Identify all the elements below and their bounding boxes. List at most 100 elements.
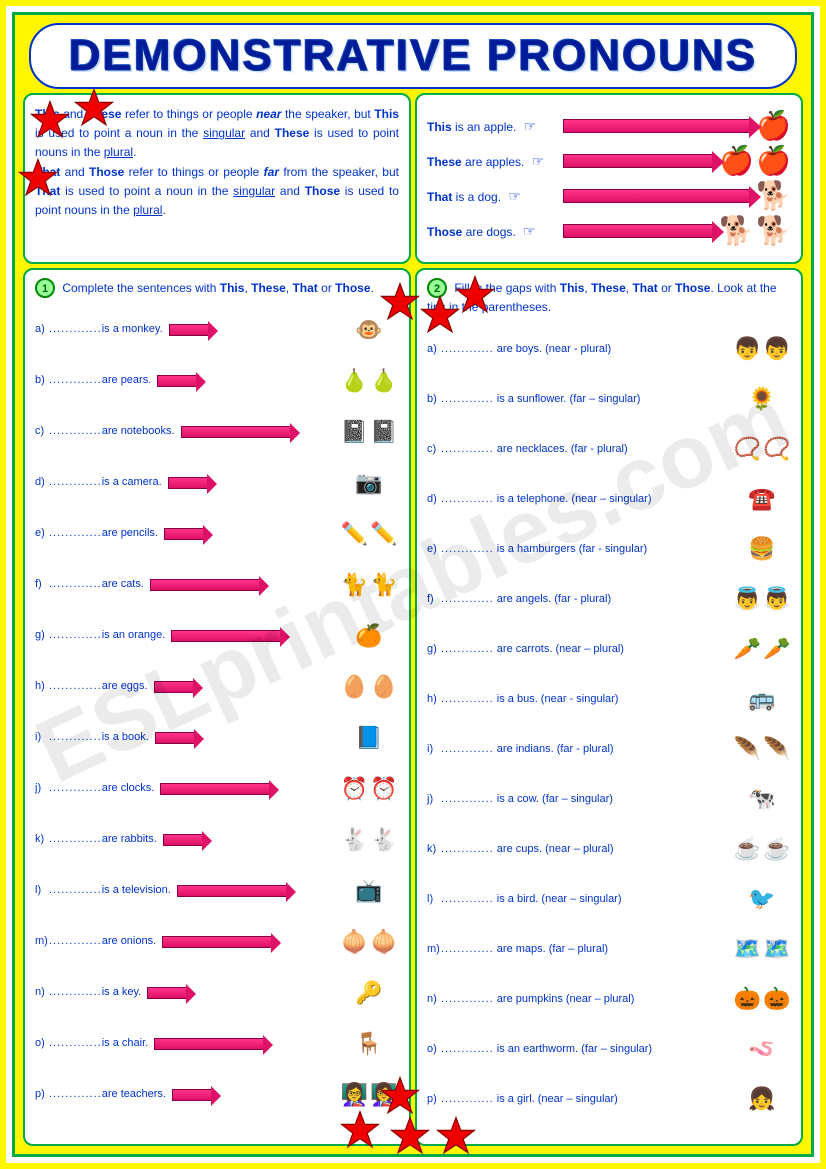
star-icon xyxy=(455,275,495,315)
blank[interactable]: ............. xyxy=(49,627,102,645)
item-icon: 🐦 xyxy=(748,888,775,910)
ex1-instruction: 1 Complete the sentences with This, Thes… xyxy=(35,278,399,298)
item-text[interactable]: ............. are pumpkins (near – plura… xyxy=(441,991,733,1009)
item-icon: 📺 xyxy=(355,880,382,902)
item-icon: 🥚 xyxy=(370,676,397,698)
blank[interactable]: ............. xyxy=(49,525,102,543)
item-icon: 🪑 xyxy=(355,1033,382,1055)
item-letter: k) xyxy=(427,841,441,859)
blank[interactable]: ............. xyxy=(49,423,102,441)
item-text[interactable]: ............. is an earthworm. (far – si… xyxy=(441,1041,733,1059)
blank[interactable]: ............. xyxy=(49,372,102,390)
ex1-number: 1 xyxy=(35,278,55,298)
content-grid: This and These refer to things or people… xyxy=(15,93,811,1154)
example-icon: 🐕 xyxy=(756,182,791,210)
page-title: DEMONSTRATIVE PRONOUNS xyxy=(47,31,779,81)
item-icon: 🐇 xyxy=(370,829,397,851)
arrow-icon xyxy=(169,324,209,336)
item-icon: 🍐 xyxy=(341,370,368,392)
item-letter: o) xyxy=(35,1035,49,1053)
ex1-item: a) ............. is a monkey.🐵 xyxy=(35,306,399,354)
blank[interactable]: ............. xyxy=(49,678,102,696)
ex1-item: m) ............. are onions.🧅🧅 xyxy=(35,918,399,966)
star-icon xyxy=(420,295,460,335)
arrow-icon xyxy=(168,477,208,489)
item-text: are teachers. xyxy=(102,1086,166,1104)
arrow-icon xyxy=(154,681,194,693)
example-row-r4: Those are dogs. ☞🐕🐕 xyxy=(427,217,791,245)
example-row-r3: That is a dog. ☞🐕 xyxy=(427,182,791,210)
blank[interactable]: ............. xyxy=(49,984,102,1002)
item-letter: i) xyxy=(35,729,49,747)
item-icon: 👼 xyxy=(734,588,761,610)
blank[interactable]: ............. xyxy=(49,729,102,747)
ex1-item: l) ............. is a television.📺 xyxy=(35,867,399,915)
item-icon: 🍔 xyxy=(748,538,775,560)
item-icon: 🗺️ xyxy=(734,938,761,960)
item-letter: n) xyxy=(427,991,441,1009)
item-text[interactable]: ............. is a hamburgers (far - sin… xyxy=(441,541,733,559)
item-text[interactable]: ............. are boys. (near - plural) xyxy=(441,341,733,359)
example-icon: 🐕 xyxy=(756,217,791,245)
item-text[interactable]: ............. is a telephone. (near – si… xyxy=(441,491,733,509)
item-text[interactable]: ............. is a bus. (near - singular… xyxy=(441,691,733,709)
item-text: is a book. xyxy=(102,729,149,747)
item-text[interactable]: ............. are necklaces. (far - plur… xyxy=(441,441,733,459)
ex1-item: j) ............. are clocks.⏰⏰ xyxy=(35,765,399,813)
item-letter: j) xyxy=(427,791,441,809)
item-letter: g) xyxy=(427,641,441,659)
item-letter: j) xyxy=(35,780,49,798)
arrow-icon xyxy=(157,375,197,387)
item-text: is a camera. xyxy=(102,474,162,492)
inner-frame: DEMONSTRATIVE PRONOUNS This and These re… xyxy=(12,12,814,1157)
blank[interactable]: ............. xyxy=(49,882,102,900)
ex1-item: b) ............. are pears.🍐🍐 xyxy=(35,357,399,405)
star-icon xyxy=(18,158,58,198)
item-icon: 🎃 xyxy=(734,988,761,1010)
item-text: are notebooks. xyxy=(102,423,175,441)
blank[interactable]: ............. xyxy=(49,474,102,492)
ex1-item: k) ............. are rabbits.🐇🐇 xyxy=(35,816,399,864)
item-text[interactable]: ............. is a sunflower. (far – sin… xyxy=(441,391,733,409)
item-text[interactable]: ............. are angels. (far - plural) xyxy=(441,591,733,609)
item-text[interactable]: ............. are cups. (near – plural) xyxy=(441,841,733,859)
arrow-icon xyxy=(177,885,287,897)
arrow-icon xyxy=(162,936,272,948)
item-icon: 🐄 xyxy=(748,788,775,810)
ex1-item: e) ............. are pencils.✏️✏️ xyxy=(35,510,399,558)
item-letter: c) xyxy=(35,423,49,441)
item-text[interactable]: ............. is a bird. (near – singula… xyxy=(441,891,733,909)
blank[interactable]: ............. xyxy=(49,831,102,849)
item-text: are pencils. xyxy=(102,525,158,543)
blank[interactable]: ............. xyxy=(49,321,102,339)
arrow-icon xyxy=(563,154,713,168)
ex2-list: a) ............. are boys. (near - plura… xyxy=(427,325,791,1123)
item-text[interactable]: ............. is a cow. (far – singular) xyxy=(441,791,733,809)
arrow-icon xyxy=(155,732,195,744)
item-icon: 👩‍🏫 xyxy=(341,1084,368,1106)
blank[interactable]: ............. xyxy=(49,1086,102,1104)
item-text[interactable]: ............. is a girl. (near – singula… xyxy=(441,1091,733,1109)
item-letter: d) xyxy=(35,474,49,492)
blank[interactable]: ............. xyxy=(49,780,102,798)
item-text[interactable]: ............. are indians. (far - plural… xyxy=(441,741,733,759)
item-icon: 🌻 xyxy=(748,388,775,410)
arrow-icon xyxy=(154,1038,264,1050)
item-text[interactable]: ............. are carrots. (near – plura… xyxy=(441,641,733,659)
item-letter: b) xyxy=(427,391,441,409)
arrow-icon xyxy=(563,189,750,203)
item-icon: ☕ xyxy=(734,838,761,860)
item-letter: c) xyxy=(427,441,441,459)
ex2-item: n) ............. are pumpkins (near – pl… xyxy=(427,975,791,1023)
item-letter: e) xyxy=(35,525,49,543)
item-letter: a) xyxy=(35,321,49,339)
blank[interactable]: ............. xyxy=(49,576,102,594)
ex1-item: f) ............. are cats.🐈🐈 xyxy=(35,561,399,609)
blank[interactable]: ............. xyxy=(49,1035,102,1053)
blank[interactable]: ............. xyxy=(49,933,102,951)
star-icon xyxy=(340,1110,380,1150)
item-text[interactable]: ............. are maps. (far – plural) xyxy=(441,941,733,959)
arrow-icon xyxy=(147,987,187,999)
item-icon: 🥚 xyxy=(341,676,368,698)
ex2-item: f) ............. are angels. (far - plur… xyxy=(427,575,791,623)
